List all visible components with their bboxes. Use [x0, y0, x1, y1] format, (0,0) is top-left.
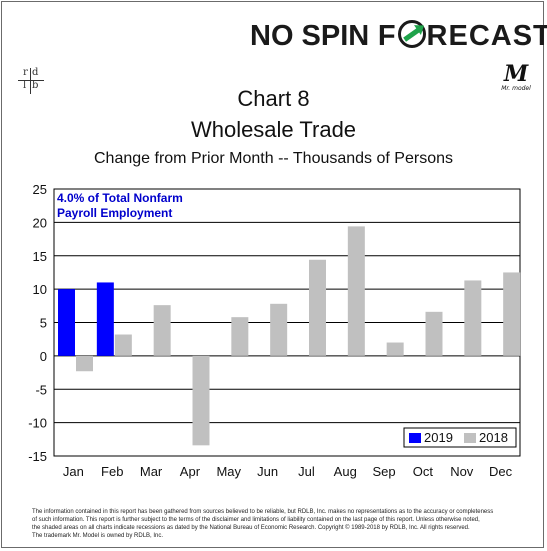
rdlb-logo: r d l b [18, 67, 44, 94]
no-spin-forecast-logo: NO SPIN F RECAST [250, 20, 547, 60]
logo-text-right: RECAST [426, 20, 547, 52]
x-tick-label: Jul [298, 464, 315, 479]
compass-icon [397, 20, 426, 48]
y-tick-label: 10 [33, 282, 47, 297]
rdlb-letter-l: l [23, 80, 27, 91]
legend-label-2019: 2019 [424, 430, 453, 445]
x-tick-label: Mar [140, 464, 163, 479]
bar-2019-feb [96, 282, 114, 356]
bar-2019-jan [58, 289, 75, 356]
x-tick-label: Feb [101, 464, 123, 479]
bar-2018-sep [386, 342, 404, 356]
rdlb-letter-b: b [32, 80, 39, 91]
x-tick-label: Dec [489, 464, 513, 479]
x-tick-label: Apr [180, 464, 201, 479]
logo-text-left: NO SPIN [250, 20, 370, 52]
mr-model-logo: M Mr. model [498, 63, 534, 93]
mr-model-mark: M [503, 61, 529, 87]
legend-swatch-2018 [464, 433, 476, 443]
footer-line: The trademark Mr. Model is owned by RDLB… [32, 533, 164, 539]
footer-line: The information contained in this report… [32, 509, 494, 515]
rdlb-letter-r: r [23, 67, 28, 78]
bar-2018-dec [503, 272, 521, 356]
footer-line: the shaded areas on all charts indicate … [32, 525, 470, 531]
chart-subtitle: Change from Prior Month -- Thousands of … [94, 150, 453, 167]
bar-2018-feb [114, 334, 132, 356]
x-tick-label: Jan [63, 464, 84, 479]
y-tick-label: 15 [33, 249, 47, 264]
y-tick-label: -15 [28, 449, 47, 464]
x-tick-label: Sep [373, 464, 396, 479]
bar-2018-may [231, 317, 249, 356]
bar-2018-jun [270, 303, 288, 356]
footer-line: of such information. This report is furt… [32, 517, 480, 523]
x-tick-label: Jun [257, 464, 278, 479]
chart-title-line2: Wholesale Trade [190, 117, 357, 142]
rdlb-letter-d: d [32, 67, 39, 78]
x-tick-label: May [216, 464, 241, 479]
bar-2018-oct [425, 311, 443, 356]
annotation-line1: 4.0% of Total Nonfarm [57, 191, 183, 205]
y-tick-label: -10 [28, 416, 47, 431]
bar-2018-jul [309, 259, 326, 356]
y-tick-label: 5 [40, 316, 47, 331]
annotation-line2: Payroll Employment [57, 206, 172, 220]
legend-label-2018: 2018 [479, 430, 508, 445]
y-tick-label: -5 [35, 382, 47, 397]
y-tick-label: 20 [33, 215, 47, 230]
chart-title: Chart 8 [237, 86, 310, 111]
y-tick-label: 25 [33, 182, 47, 197]
legend-swatch-2019 [409, 433, 421, 443]
x-tick-label: Aug [334, 464, 357, 479]
bar-2018-aug [347, 226, 365, 356]
bar-2018-jan [76, 355, 93, 372]
y-tick-label: 0 [40, 349, 47, 364]
bar-2018-mar [153, 305, 171, 356]
disclaimer-footer: The information contained in this report… [32, 508, 540, 540]
x-tick-label: Oct [413, 464, 434, 479]
mr-model-caption: Mr. model [501, 85, 531, 92]
x-tick-label: Nov [450, 464, 474, 479]
logo-text-f: F [377, 20, 397, 52]
legend-box [403, 427, 517, 448]
bar-2018-apr [192, 355, 210, 446]
bar-2018-nov [464, 280, 482, 356]
